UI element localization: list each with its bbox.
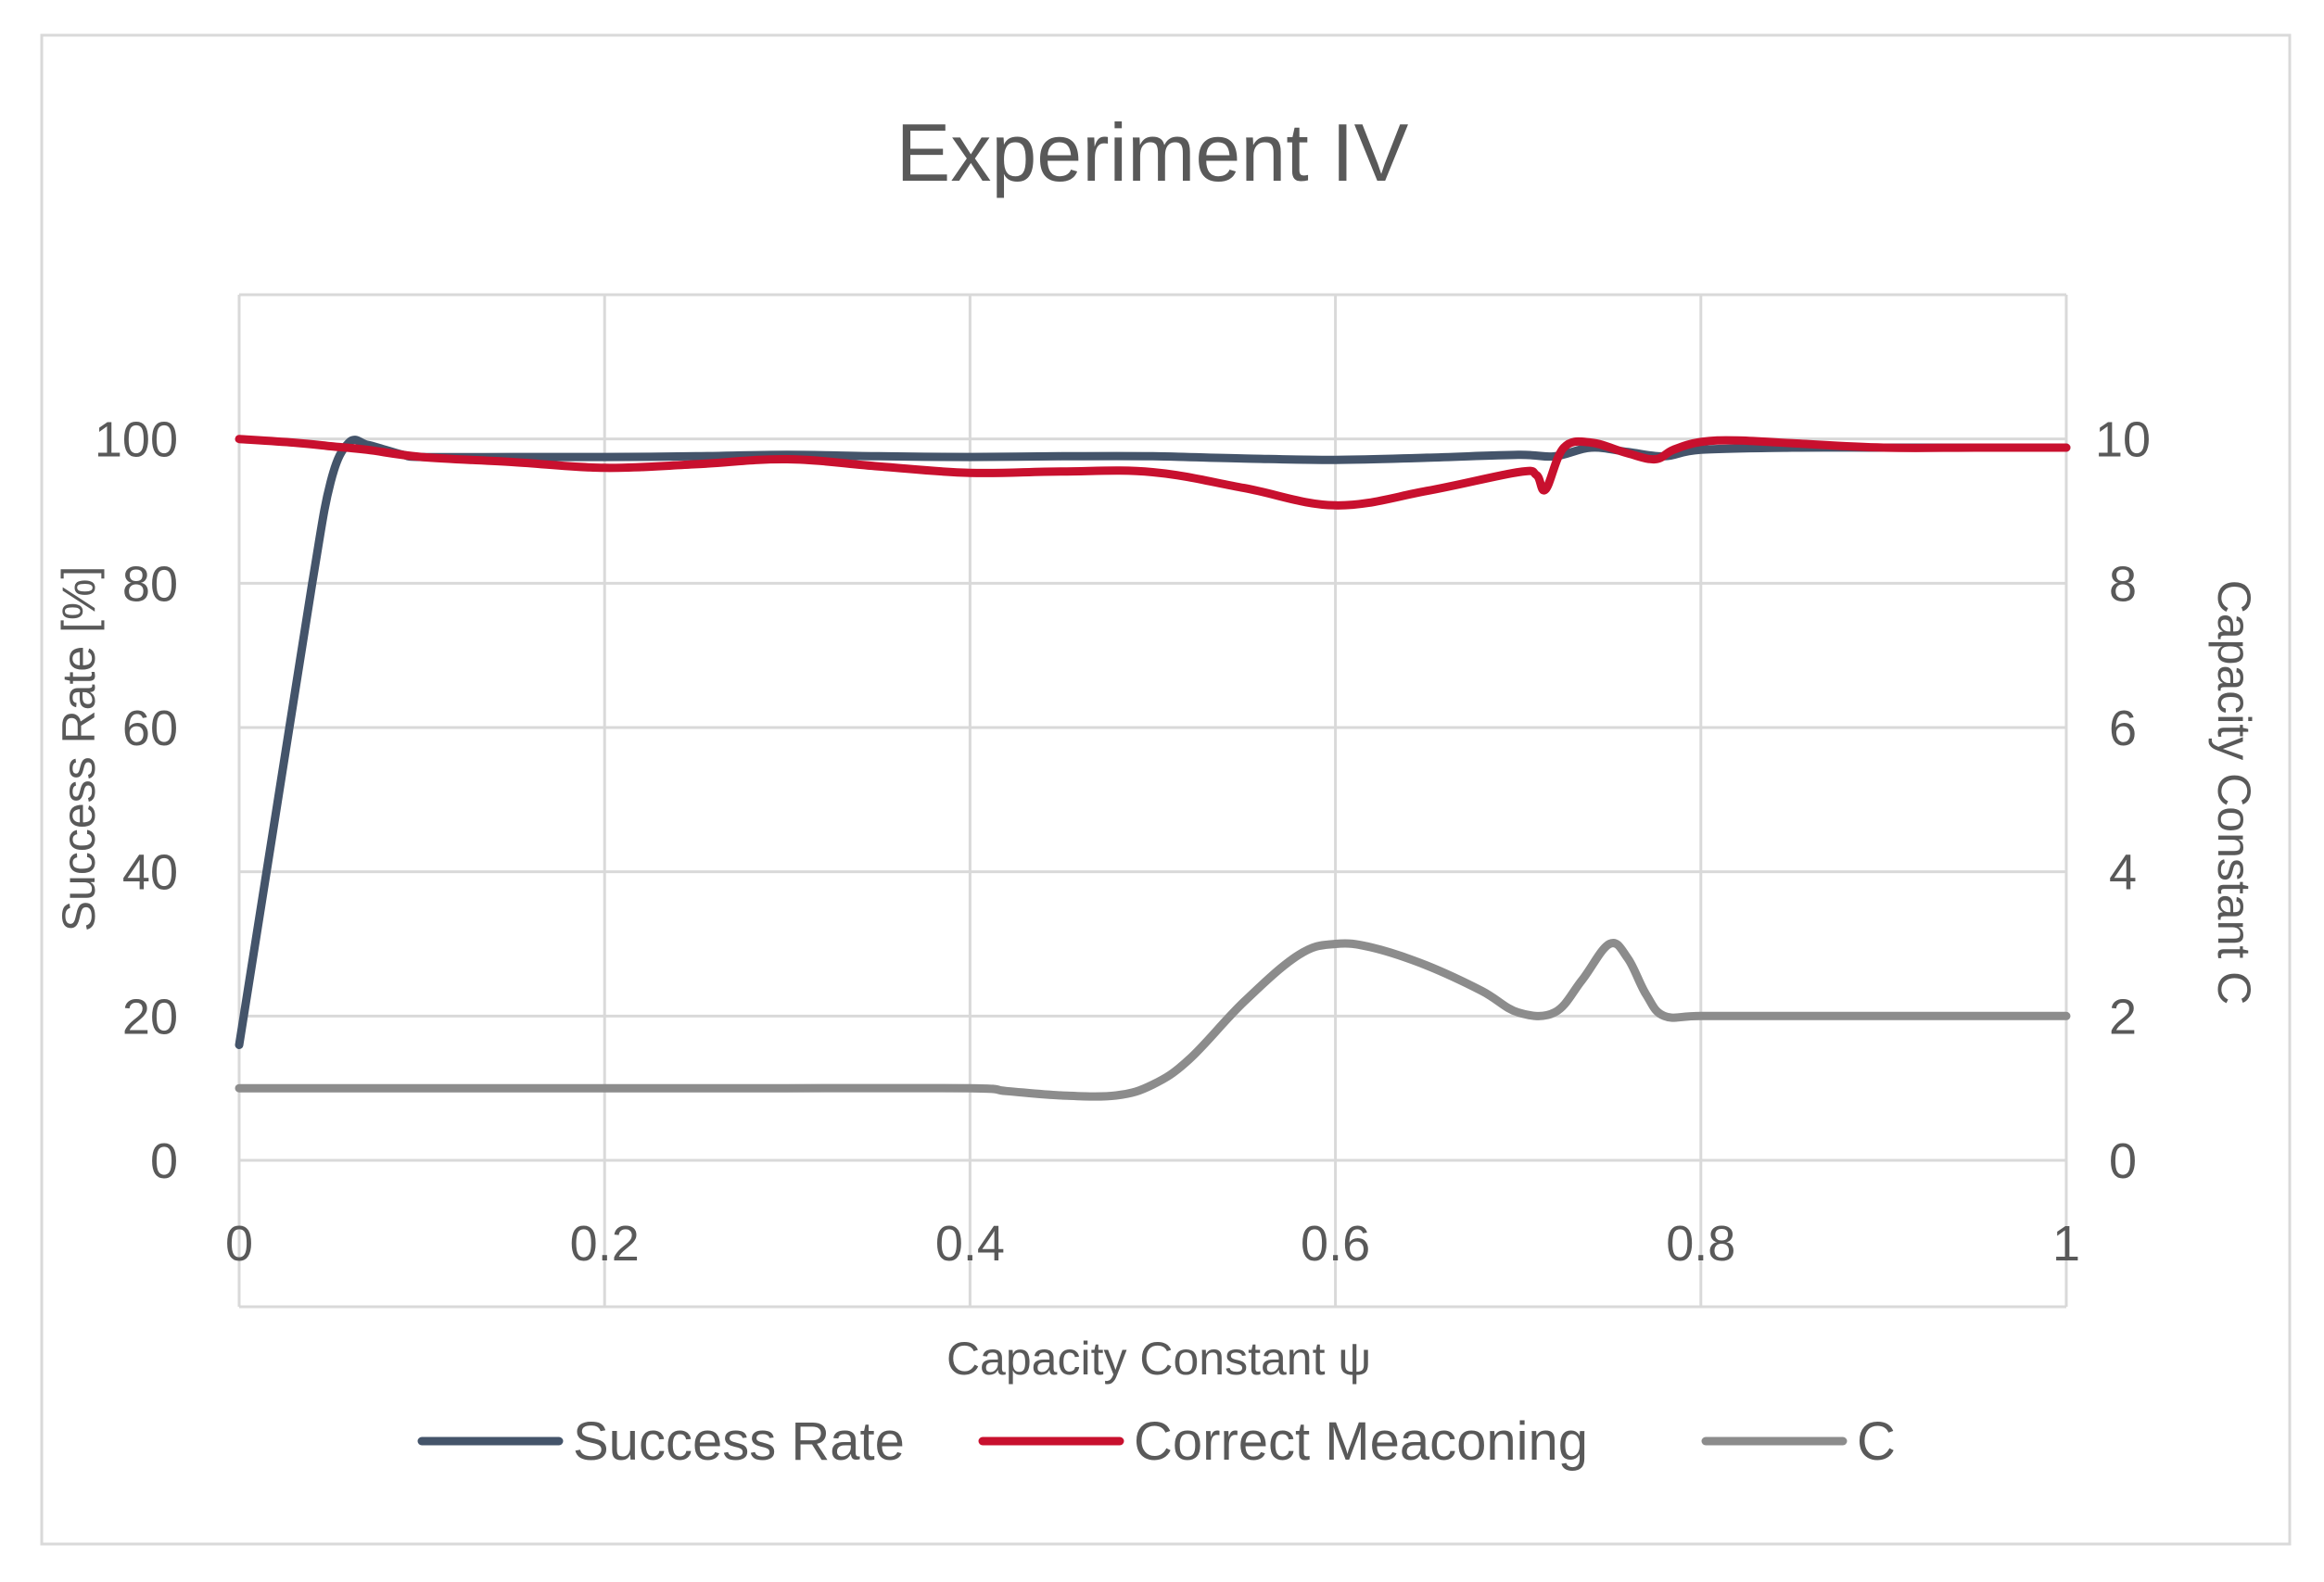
x-tick-label: 1 xyxy=(2052,1216,2080,1272)
series-lines xyxy=(235,435,2071,1101)
grid-lines xyxy=(237,293,2068,1309)
y2-tick-label: 0 xyxy=(2109,1133,2137,1189)
y-axis-title: Success Rate [%] xyxy=(53,566,105,932)
series-line-c xyxy=(235,939,2071,1101)
y2-tick-label: 4 xyxy=(2109,845,2137,901)
y-tick-label: 100 xyxy=(95,412,178,468)
x-tick-label: 0 xyxy=(225,1216,253,1272)
y2-tick-label: 8 xyxy=(2109,556,2137,612)
y2-tick-label: 2 xyxy=(2109,989,2137,1044)
legend-label-c: C xyxy=(1857,1411,1896,1472)
x-axis-title: Capacity Constant ψ xyxy=(946,1333,1371,1385)
chart-frame xyxy=(40,33,2292,1546)
legend: Success Rate Correct Meaconing C xyxy=(417,1411,1896,1472)
legend-label-correct-meaconing: Correct Meaconing xyxy=(1134,1411,1588,1472)
y2-axis-title: Capacity Constant C xyxy=(2208,580,2260,1006)
y-tick-label: 0 xyxy=(150,1133,178,1189)
y-tick-label: 20 xyxy=(122,989,178,1044)
y-tick-label: 60 xyxy=(122,701,178,756)
chart-title: Experiment IV xyxy=(896,107,1409,198)
x-tick-label: 0.4 xyxy=(935,1216,1005,1272)
x-tick-label: 0.8 xyxy=(1666,1216,1735,1272)
x-tick-label: 0.2 xyxy=(570,1216,640,1272)
y2-tick-label: 6 xyxy=(2109,701,2137,756)
y-tick-label: 40 xyxy=(122,845,178,901)
y-tick-label: 80 xyxy=(122,556,178,612)
y2-tick-label: 10 xyxy=(2095,412,2151,468)
x-tick-label: 0.6 xyxy=(1301,1216,1370,1272)
legend-label-success-rate: Success Rate xyxy=(573,1411,905,1472)
series-line-correct-meaconing xyxy=(235,435,2071,510)
